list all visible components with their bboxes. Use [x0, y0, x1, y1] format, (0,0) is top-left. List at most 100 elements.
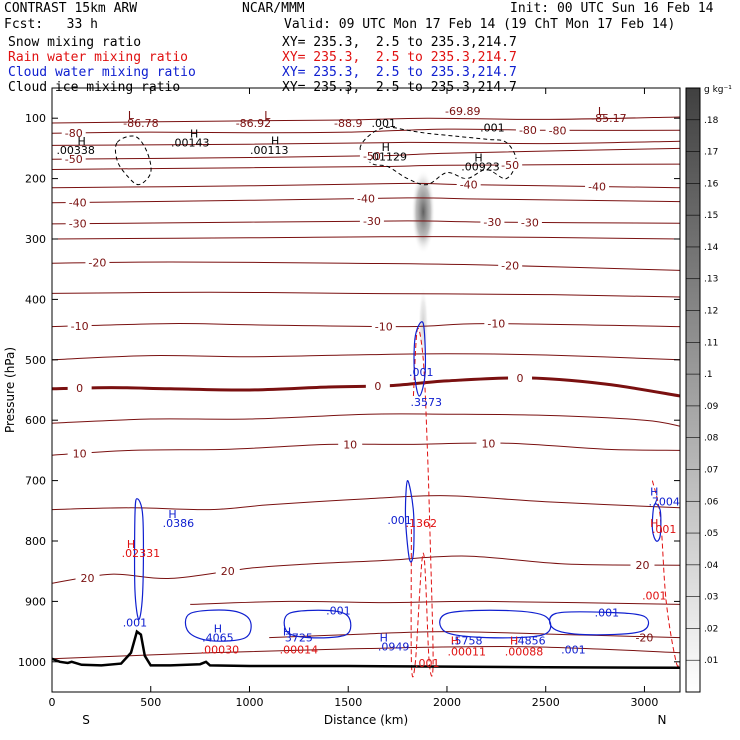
x-axis-label: Distance (km) [324, 713, 408, 727]
isotherm-label: -40 [69, 196, 87, 209]
colorbar [685, 87, 701, 693]
contour-annotation: .00011 [447, 646, 486, 659]
contour-annotation: H [382, 141, 390, 154]
contour-annotation: -85.17 [591, 112, 626, 125]
contour-annotation: H [168, 508, 176, 521]
contour-annotation: .00923 [461, 161, 500, 174]
isotherm [52, 555, 680, 584]
x-tick-label: 0 [49, 696, 56, 709]
contour-annotation: H [451, 635, 459, 648]
isotherm-label-bg [67, 447, 92, 460]
isotherm-label: -50 [363, 150, 381, 163]
y-tick-label: 100 [25, 112, 46, 125]
contour-annotation: -69.89 [445, 105, 480, 118]
isotherm-label-bg [359, 149, 384, 162]
isotherm-label-bg [480, 216, 505, 229]
isotherm-label: -50 [501, 159, 519, 172]
rain-contour [651, 480, 680, 667]
contour-annotation: .4856 [514, 635, 546, 648]
isotherm-label: -50 [65, 153, 83, 166]
colorbar-tick-label: .14 [704, 243, 719, 253]
contour-annotation: -86.78 [123, 117, 158, 130]
contour-annotation: -86.92 [236, 117, 271, 130]
y-tick-label: 200 [25, 173, 46, 186]
isotherm-label: -10 [487, 318, 505, 331]
colorbar-tick-label: .1 [704, 370, 713, 380]
contour-annotation: .00143 [171, 136, 210, 149]
isotherm [52, 291, 680, 298]
x-end-label-left: S [82, 713, 90, 727]
cloud-water-contour [404, 479, 415, 563]
contour-annotation: H [510, 635, 518, 648]
isotherm-label-bg [585, 180, 610, 193]
isotherm-label-bg [630, 558, 655, 571]
isotherm-label: -30 [363, 215, 381, 228]
contour-annotation: .02331 [122, 547, 161, 560]
isotherm [52, 197, 680, 204]
terrain-line [52, 629, 680, 670]
isotherm-label: 10 [343, 438, 357, 451]
isotherm-label: 10 [73, 448, 87, 461]
rain-contour [410, 327, 434, 678]
isotherm-label-bg [61, 153, 86, 166]
isotherm [52, 163, 680, 170]
colorbar-tick-label: .02 [704, 624, 718, 634]
contour-annotation: .0386 [163, 517, 195, 530]
contour-annotation: H [190, 127, 198, 140]
isotherm-label-bg [338, 438, 363, 451]
isotherm-label-bg [85, 256, 110, 269]
isotherm-label: 0 [76, 382, 83, 395]
isotherm-label-bg [359, 215, 384, 228]
contour-annotation: .5758 [451, 635, 483, 648]
contour-annotation: L [264, 109, 271, 122]
colorbar-tick-label: .01 [704, 656, 718, 666]
isotherm [190, 600, 680, 605]
contour-annotation: .4065 [202, 632, 234, 645]
snow-contour [114, 135, 152, 186]
init-time: Init: 00 UTC Sun 16 Feb 14 [510, 1, 714, 16]
x-tick-label: 3000 [630, 696, 658, 709]
x-tick-label: 2000 [433, 696, 461, 709]
isotherm-label: 0 [517, 372, 524, 385]
isotherm-label-bg [517, 216, 542, 229]
xy-snow: XY= 235.3, 2.5 to 235.3,214.7 [282, 35, 517, 50]
isotherm [52, 323, 680, 328]
y-tick-label: 300 [25, 233, 46, 246]
forecast-hour: Fcst: 33 h [4, 17, 98, 32]
colorbar-tick-label: .13 [704, 275, 718, 285]
isotherm-label-bg [515, 124, 540, 137]
x-end-label-right: N [658, 713, 667, 727]
contour-annotation: .001 [409, 366, 434, 379]
isotherm-label-bg [215, 565, 240, 578]
isotherm-label: 20 [221, 565, 235, 578]
contour-annotation: H [127, 538, 135, 551]
isotherm [52, 182, 680, 189]
isotherm-label: -80 [549, 124, 567, 137]
isotherm-label-bg [75, 571, 100, 584]
contour-annotation: .001 [326, 604, 351, 617]
isotherm-label-bg [354, 192, 378, 205]
y-tick-label: 800 [25, 535, 46, 548]
contour-annotation: .001 [123, 617, 148, 630]
cloud-ice-shading [411, 169, 436, 255]
snow-contour [359, 126, 517, 186]
contour-annotation: .3573 [410, 396, 442, 409]
isotherm-label-bg [365, 379, 390, 392]
isotherm [52, 236, 680, 240]
isotherm-label: -20 [501, 260, 519, 273]
legend-snow: Snow mixing ratio [8, 35, 142, 50]
contour-annotation: .001 [480, 121, 505, 134]
y-tick-label: 500 [25, 354, 46, 367]
y-tick-label: 700 [25, 475, 46, 488]
contour-annotation: -20 [635, 632, 653, 645]
colorbar-tick-label: .05 [704, 529, 718, 539]
isotherm-label: -40 [588, 180, 606, 193]
xy-cloud-water: XY= 235.3, 2.5 to 235.3,214.7 [282, 65, 517, 80]
plot-frame [51, 87, 681, 693]
isotherm-label: -30 [483, 216, 501, 229]
isotherm [52, 261, 680, 271]
contour-annotation: .001 [595, 606, 620, 619]
isotherm-label-bg [67, 382, 92, 395]
isotherm-label: 0 [374, 380, 381, 393]
